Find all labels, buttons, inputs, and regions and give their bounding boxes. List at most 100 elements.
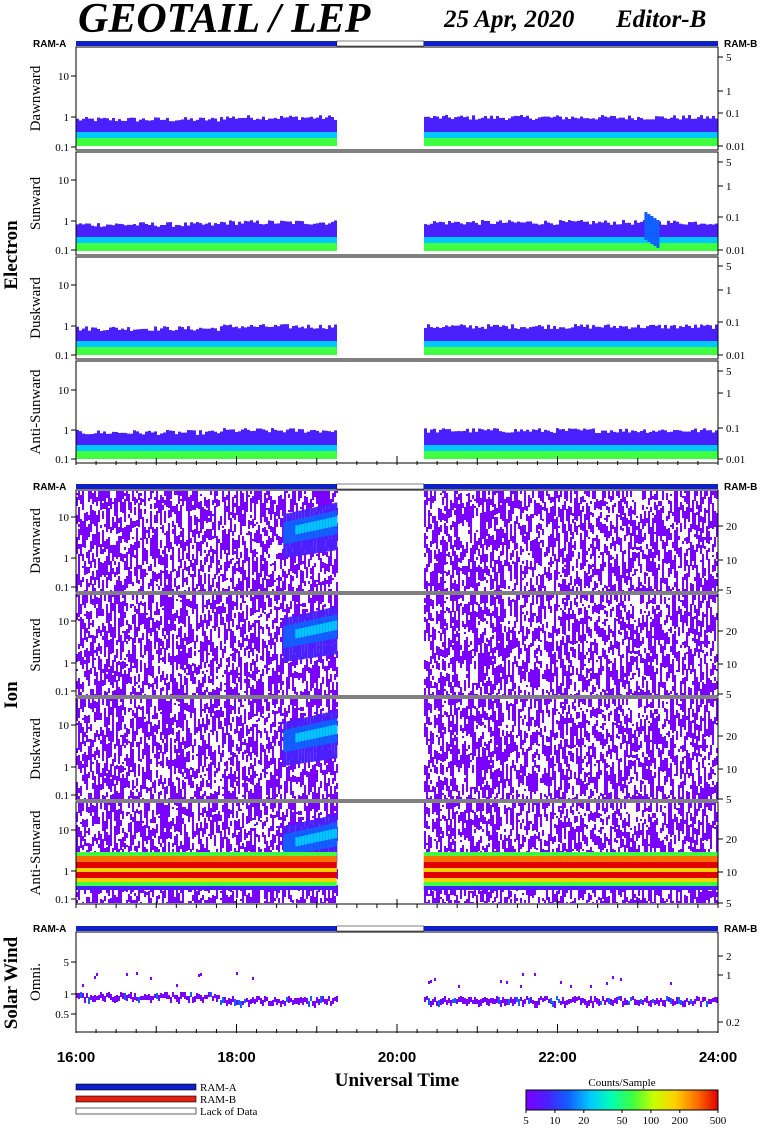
ion-noise-cell (240, 496, 242, 505)
ion-noise-cell (182, 551, 184, 560)
ion-noise-cell (424, 553, 426, 557)
electron-top-cell (457, 325, 460, 341)
ion-noise-cell (512, 491, 514, 494)
ion-noise-cell (604, 501, 606, 506)
ion-noise-cell (114, 552, 116, 554)
electron-floor-cell (445, 451, 448, 459)
electron-mid-cell (433, 237, 436, 243)
electron-top-cell (223, 222, 226, 237)
electron-mid-cell (640, 237, 643, 243)
ion-noise-cell (580, 568, 582, 570)
electron-mid-cell (439, 445, 442, 451)
ion-noise-cell (588, 537, 590, 539)
electron-mid-cell (280, 132, 283, 138)
ion-noise-cell (626, 501, 628, 504)
electron-top-cell (514, 429, 517, 445)
ion-noise-cell (576, 491, 578, 497)
ion-noise-cell (470, 569, 472, 572)
electron-floor-cell (634, 347, 637, 355)
ion-noise-cell (610, 528, 612, 530)
electron-floor-cell (538, 138, 541, 146)
ion-noise-cell (234, 513, 236, 520)
ion-noise-cell (538, 542, 540, 545)
ion-noise-cell (624, 567, 626, 572)
ion-noise-cell (262, 564, 264, 571)
ion-noise-cell (456, 497, 458, 506)
ion-noise-cell (424, 540, 426, 548)
electron-floor-cell (238, 138, 241, 146)
electron-top-cell (652, 119, 655, 132)
ion-noise-cell (600, 552, 602, 555)
electron-mid-cell (580, 237, 583, 243)
electron-mid-cell (157, 237, 160, 243)
ion-noise-cell (600, 573, 602, 576)
ion-noise-cell (206, 500, 208, 502)
electron-floor-cell (91, 138, 94, 146)
electron-mid-cell (664, 237, 667, 243)
electron-mid-cell (88, 132, 91, 138)
electron-mid-cell (571, 132, 574, 138)
ion-noise-cell (82, 506, 84, 510)
electron-mid-cell (151, 341, 154, 347)
electron-mid-cell (241, 445, 244, 451)
electron-mid-cell (577, 132, 580, 138)
ion-noise-cell (242, 493, 244, 500)
ion-noise-cell (604, 544, 606, 553)
electron-floor-cell (451, 138, 454, 146)
electron-top-cell (319, 324, 322, 341)
electron-top-cell (604, 220, 607, 237)
ion-noise-cell (216, 544, 218, 550)
electron-floor-cell (328, 347, 331, 355)
electron-mid-cell (541, 341, 544, 347)
ion-noise-cell (596, 535, 598, 539)
ion-noise-cell (662, 491, 664, 500)
ion-noise-cell (116, 499, 118, 508)
electron-floor-cell (682, 243, 685, 251)
electron-floor-cell (604, 347, 607, 355)
electron-floor-cell (103, 243, 106, 251)
ion-noise-cell (316, 491, 318, 499)
ion-noise-cell (442, 581, 444, 589)
electron-mid-cell (526, 445, 529, 451)
ion-noise-cell (640, 588, 642, 591)
electron-top-cell (241, 429, 244, 445)
ion-noise-cell (648, 498, 650, 502)
electron-floor-cell (589, 451, 592, 459)
ion-noise-cell (144, 499, 146, 506)
ion-noise-cell (238, 585, 240, 588)
ion-noise-cell (444, 540, 446, 547)
ion-noise-cell (466, 566, 468, 568)
electron-top-cell (295, 116, 298, 132)
electron-top-cell (265, 430, 268, 445)
ion-noise-cell (520, 580, 522, 589)
ion-noise-cell (166, 570, 168, 579)
ion-noise-cell (648, 515, 650, 519)
ion-noise-cell (438, 555, 440, 564)
ion-noise-cell (260, 491, 262, 494)
ion-noise-cell (194, 559, 196, 565)
electron-floor-cell (100, 138, 103, 146)
electron-mid-cell (712, 132, 715, 138)
ion-noise-cell (258, 497, 260, 500)
electron-mid-cell (688, 341, 691, 347)
ion-noise-cell (182, 549, 184, 551)
electron-floor-cell (493, 451, 496, 459)
electron-floor-cell (439, 451, 442, 459)
electron-mid-cell (715, 445, 718, 451)
electron-floor-cell (517, 347, 520, 355)
ion-noise-cell (538, 523, 540, 529)
ion-noise-cell (438, 583, 440, 590)
electron-floor-cell (280, 138, 283, 146)
ion-noise-cell (674, 535, 676, 540)
electron-top-cell (505, 326, 508, 341)
ion-noise-cell (576, 497, 578, 504)
ion-noise-cell (616, 562, 618, 565)
ion-noise-cell (660, 515, 662, 517)
electron-mid-cell (253, 341, 256, 347)
electron-mid-cell (625, 341, 628, 347)
ion-noise-cell (182, 578, 184, 587)
ion-noise-cell (614, 559, 616, 565)
ion-noise-cell (474, 506, 476, 508)
ion-noise-cell (118, 562, 120, 566)
ion-noise-cell (522, 549, 524, 552)
